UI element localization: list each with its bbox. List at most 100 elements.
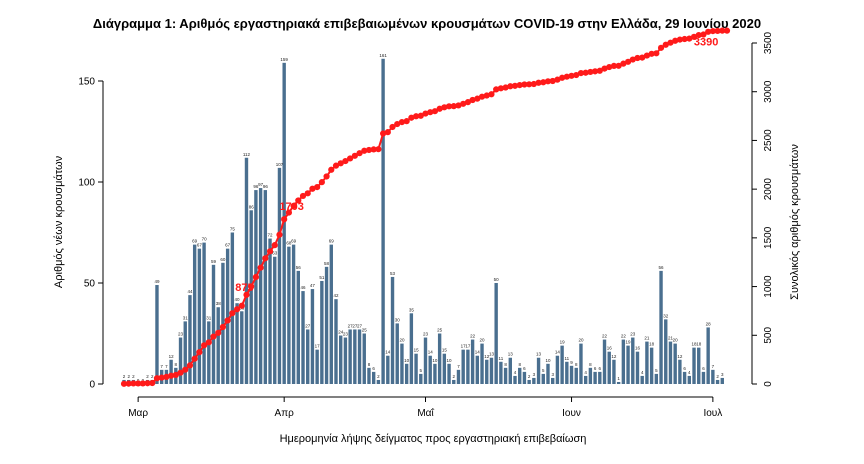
cumulative-point: [135, 380, 142, 387]
cumulative-point: [549, 77, 556, 85]
bar-value-label: 21: [644, 336, 650, 341]
cumulative-point: [624, 58, 632, 65]
daily-bar: [452, 379, 456, 384]
daily-bar: [593, 371, 597, 384]
y-right-axis-label: Συνολικός αριθμός κρουσμάτων: [789, 144, 801, 300]
bar-value-label: 2: [123, 374, 126, 379]
daily-bar: [324, 266, 329, 384]
daily-bar: [461, 349, 465, 384]
bar-value-label: 16: [607, 346, 613, 351]
daily-bar: [188, 295, 192, 384]
bar-value-label: 14: [555, 350, 561, 355]
daily-bar: [475, 355, 480, 384]
daily-bar: [339, 335, 343, 384]
daily-bar: [437, 333, 442, 384]
daily-bar: [367, 367, 371, 384]
cumulative-point: [606, 63, 613, 71]
x-tick-label: Ιουν: [562, 408, 581, 419]
bar-value-label: 12: [169, 354, 175, 359]
cumulative-point: [125, 380, 132, 387]
bar-value-label: 6: [702, 366, 705, 371]
bar-value-label: 7: [712, 364, 715, 369]
cumulative-point: [497, 85, 504, 92]
bar-value-label: 5: [542, 368, 545, 373]
bar-value-label: 27: [352, 323, 358, 328]
bar-value-label: 13: [536, 352, 542, 357]
bar-value-label: 15: [414, 348, 420, 353]
daily-bar: [715, 379, 720, 384]
cumulative-point: [634, 54, 641, 62]
cumulative-point: [365, 146, 373, 154]
y-right-tick-label: 3000: [763, 80, 774, 103]
cumulative-point: [615, 62, 622, 69]
daily-bar: [310, 289, 315, 384]
bar-value-label: 161: [379, 53, 387, 58]
daily-bar: [687, 375, 692, 384]
cumulative-point: [653, 50, 660, 57]
cumulative-point: [445, 103, 453, 110]
bar-value-label: 8: [589, 362, 592, 367]
cumulative-point: [361, 147, 368, 154]
bar-value-label: 86: [249, 204, 255, 209]
daily-bar: [221, 262, 225, 384]
daily-bar: [673, 343, 677, 384]
cumulative-point: [153, 375, 161, 382]
daily-bar: [640, 375, 644, 384]
bar-value-label: 17: [461, 344, 467, 349]
cumulative-point: [587, 68, 594, 76]
bar-value-label: 5: [420, 368, 423, 373]
cumulative-point: [540, 79, 547, 86]
daily-bar: [419, 373, 423, 384]
cumulative-point: [596, 67, 603, 74]
cumulative-point: [229, 310, 236, 317]
cumulative-point: [488, 91, 495, 98]
bar-value-label: 14: [475, 350, 481, 355]
y-right-tick-label: 2000: [763, 178, 774, 201]
bar-value-label: 6: [523, 366, 526, 371]
bar-value-label: 9: [570, 360, 573, 365]
x-axis-label: Ημερομηνία λήψης δείγματος προς εργαστηρ…: [280, 433, 587, 445]
cumulative-point: [577, 70, 585, 77]
daily-bar: [621, 339, 626, 384]
bar-value-label: 6: [372, 366, 375, 371]
cumulative-point: [215, 329, 222, 336]
bar-value-label: 67: [197, 243, 203, 248]
bar-value-label: 31: [183, 315, 189, 320]
daily-bar: [273, 256, 277, 384]
daily-bar: [306, 329, 310, 384]
cumulative-point: [389, 123, 396, 131]
cumulative-point: [323, 173, 330, 180]
cumulative-point: [591, 68, 599, 75]
y-right-tick-label: 3500: [763, 31, 774, 54]
cumulative-point: [436, 105, 443, 112]
cumulative-point: [163, 373, 170, 380]
y-right-tick-label: 2500: [763, 129, 774, 152]
cumulative-point: [620, 60, 627, 67]
bar-value-label: 28: [706, 321, 712, 326]
x-tick-label: Μαΐ: [417, 407, 434, 419]
cumulative-point: [639, 54, 646, 61]
bar-value-label: 23: [178, 332, 184, 337]
cumulative-point: [149, 379, 156, 387]
cumulative-point: [483, 92, 490, 99]
bar-value-label: 10: [404, 358, 410, 363]
bar-value-label: 159: [280, 57, 288, 62]
daily-bars: [122, 58, 724, 384]
daily-bar: [197, 248, 202, 384]
daily-bar: [155, 285, 159, 384]
bar-value-label: 7: [457, 364, 460, 369]
cumulative-point: [233, 306, 241, 313]
cumulative-point: [554, 76, 561, 83]
daily-bar: [353, 329, 357, 384]
bar-value-label: 11: [499, 356, 504, 361]
cumulative-point: [403, 118, 410, 125]
daily-bar: [546, 363, 550, 384]
daily-bar: [291, 244, 296, 384]
daily-bar: [235, 303, 239, 384]
bar-value-label: 18: [649, 342, 655, 347]
bar-value-label: 19: [560, 340, 566, 345]
bar-value-label: 97: [258, 182, 264, 187]
daily-bar: [386, 355, 390, 384]
bar-value-label: 96: [263, 184, 269, 189]
daily-bar: [268, 238, 272, 384]
